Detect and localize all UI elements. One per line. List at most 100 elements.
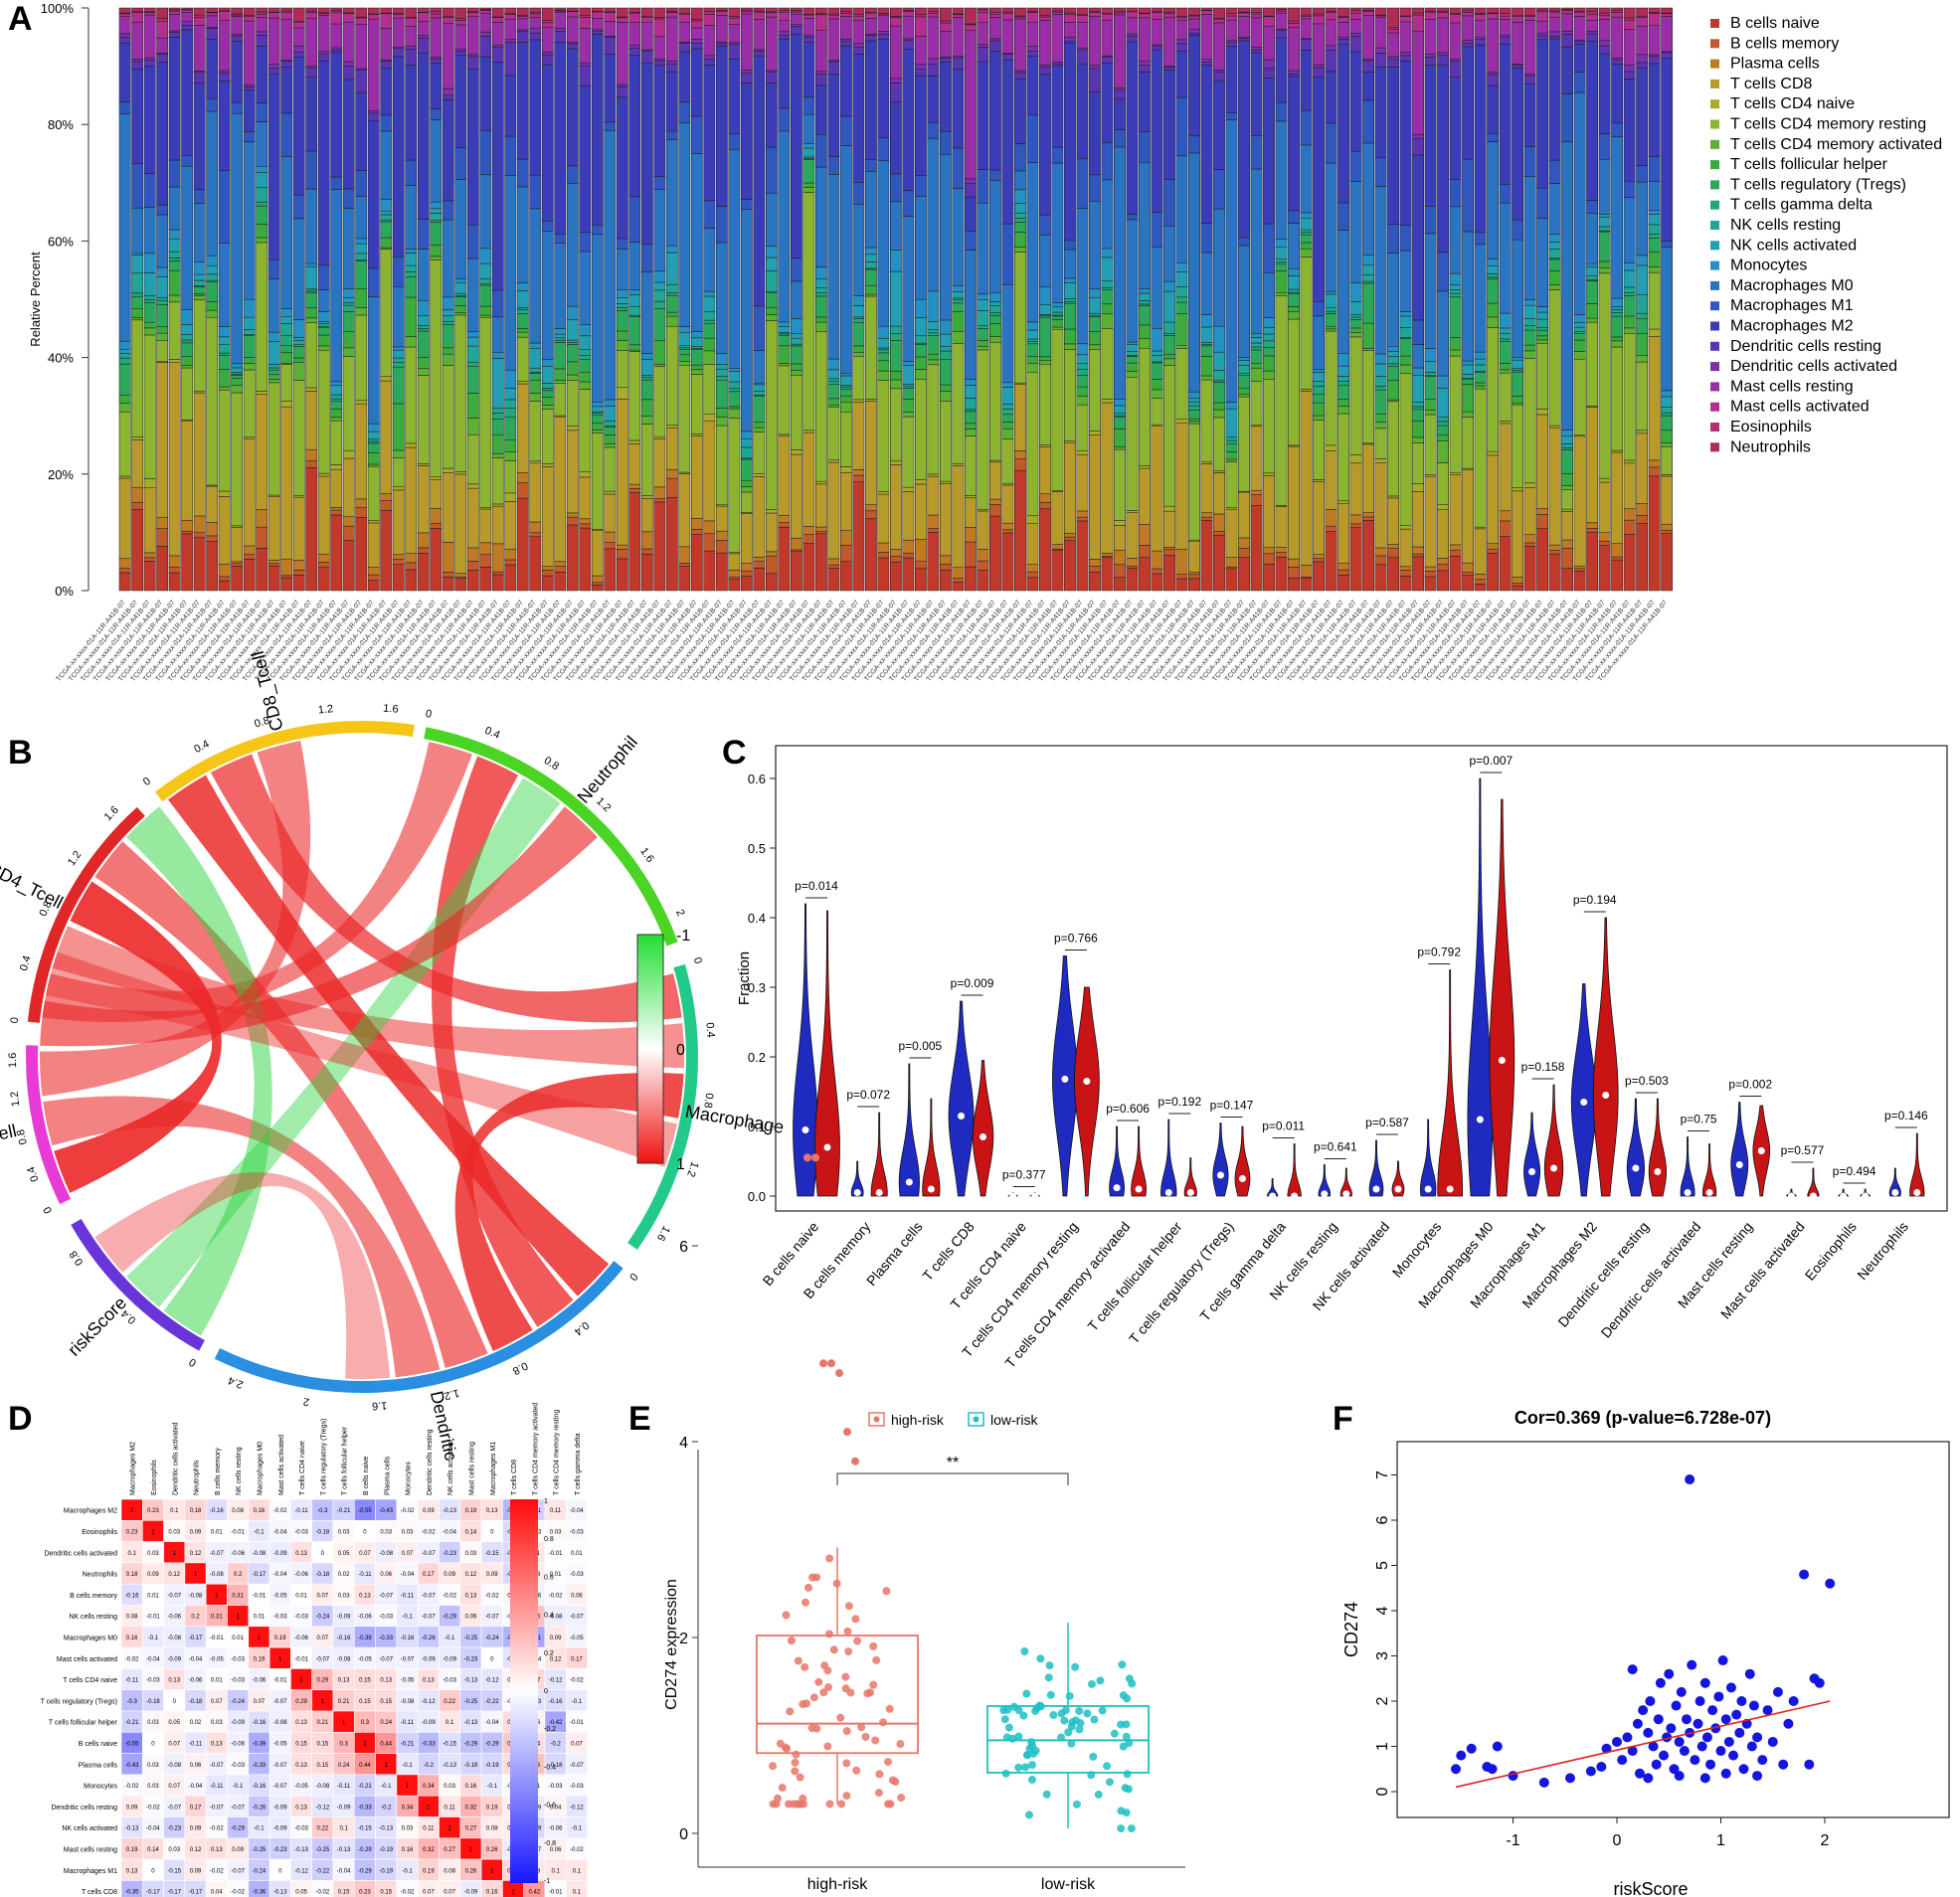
scatter-point — [1701, 1732, 1712, 1743]
heatmap-cell-value: 0.18 — [126, 1572, 138, 1578]
bar-segment — [1462, 364, 1474, 375]
violin-median-dot — [1787, 1192, 1795, 1200]
stacked-bar-sample — [1175, 7, 1188, 592]
bar-segment — [454, 278, 467, 283]
bar-segment — [1437, 462, 1449, 505]
bar-segment — [1362, 99, 1374, 144]
bar-segment — [1238, 357, 1250, 361]
scatter-point — [1674, 1771, 1685, 1782]
bar-segment — [1661, 58, 1674, 242]
bar-segment — [267, 496, 280, 561]
bar-segment — [1487, 553, 1499, 592]
bar-segment — [965, 30, 977, 180]
bar-segment — [280, 18, 293, 61]
bar-segment — [1412, 553, 1424, 558]
bar-segment — [1462, 417, 1474, 469]
bar-segment — [330, 381, 343, 386]
bar-segment — [1399, 327, 1412, 338]
heatmap-cell-value: 0.03 — [402, 1529, 414, 1535]
bar-segment — [193, 83, 206, 190]
legend-label: T cells CD4 naive — [1730, 95, 1855, 112]
bar-segment — [554, 368, 567, 381]
bar-segment — [1648, 181, 1661, 211]
bar-segment — [1499, 34, 1512, 38]
bar-segment — [1213, 70, 1225, 73]
bar-segment — [790, 345, 802, 365]
bar-segment — [1014, 16, 1026, 20]
bar-segment — [802, 182, 815, 188]
bar-segment — [940, 7, 952, 22]
stacked-bar-sample — [1188, 7, 1200, 592]
bar-segment — [243, 16, 256, 22]
heatmap-cell-value: -0.06 — [167, 1615, 181, 1621]
bar-segment — [628, 316, 641, 346]
scatter-point — [1492, 1741, 1503, 1752]
heatmap-cell-value: -0.06 — [231, 1741, 245, 1747]
bar-segment — [1051, 306, 1064, 313]
bar-segment — [1449, 7, 1462, 14]
bar-segment — [579, 355, 592, 360]
x-tick-label: Monocytes — [1389, 1219, 1445, 1281]
bar-segment — [1064, 540, 1076, 592]
bar-segment — [1001, 60, 1014, 225]
bar-segment — [877, 7, 890, 14]
heatmap-cell-value: -0.13 — [294, 1847, 308, 1853]
bar-segment — [267, 68, 280, 75]
bar-segment — [417, 249, 430, 301]
bar-segment — [1001, 428, 1014, 439]
bar-segment — [640, 495, 653, 499]
bar-segment — [1163, 321, 1175, 334]
bar-segment — [1561, 539, 1574, 549]
data-point — [884, 1800, 893, 1809]
heatmap-cell-value: -0.08 — [316, 1784, 330, 1790]
bar-segment — [765, 551, 778, 557]
bar-segment — [131, 255, 144, 274]
bar-segment — [989, 515, 1001, 592]
violin-median-dot — [875, 1189, 883, 1196]
bar-segment — [1001, 414, 1014, 423]
bar-segment — [1139, 13, 1151, 19]
heatmap-cell-value: -0.06 — [189, 1678, 203, 1684]
violin-median-dot — [1342, 1190, 1350, 1198]
y-tick-label: 20% — [48, 467, 74, 482]
bar-segment — [1474, 526, 1487, 530]
bar-segment — [1238, 537, 1250, 549]
bar-segment — [1114, 399, 1126, 407]
bar-segment — [1523, 482, 1536, 488]
bar-segment — [454, 147, 467, 180]
bar-segment — [479, 316, 492, 508]
heatmap-cell-value: -0.24 — [253, 1868, 267, 1874]
bar-segment — [927, 353, 940, 361]
bar-segment — [678, 7, 691, 14]
bar-segment — [1300, 389, 1313, 392]
bar-segment — [292, 575, 305, 592]
heatmap-cell-value: -0.11 — [401, 1593, 415, 1599]
bar-segment — [466, 224, 479, 259]
bar-segment — [168, 362, 181, 557]
bar-segment — [1076, 454, 1089, 512]
bar-segment — [280, 61, 293, 68]
bar-segment — [1238, 548, 1250, 558]
bar-segment — [181, 165, 194, 310]
stacked-bar-sample — [753, 7, 766, 592]
bar-segment — [1374, 462, 1387, 549]
legend-label: high-risk — [891, 1412, 945, 1428]
bar-segment — [280, 558, 293, 577]
bar-segment — [1462, 562, 1474, 573]
bar-segment — [728, 133, 741, 150]
heatmap-cell-value: -0.04 — [485, 1720, 499, 1726]
bar-segment — [1387, 497, 1399, 545]
bar-segment — [940, 333, 952, 347]
bar-segment — [1213, 72, 1225, 82]
bar-segment — [143, 334, 156, 479]
bar-segment — [765, 257, 778, 271]
bar-segment — [852, 15, 865, 21]
bar-segment — [1188, 391, 1200, 400]
bar-segment — [1225, 436, 1238, 441]
bar-segment — [877, 491, 890, 495]
bar-segment — [405, 253, 418, 266]
bar-segment — [877, 137, 890, 161]
bar-segment — [839, 372, 852, 377]
heatmap-cell-value: -0.02 — [210, 1868, 224, 1874]
bar-segment — [417, 465, 430, 534]
